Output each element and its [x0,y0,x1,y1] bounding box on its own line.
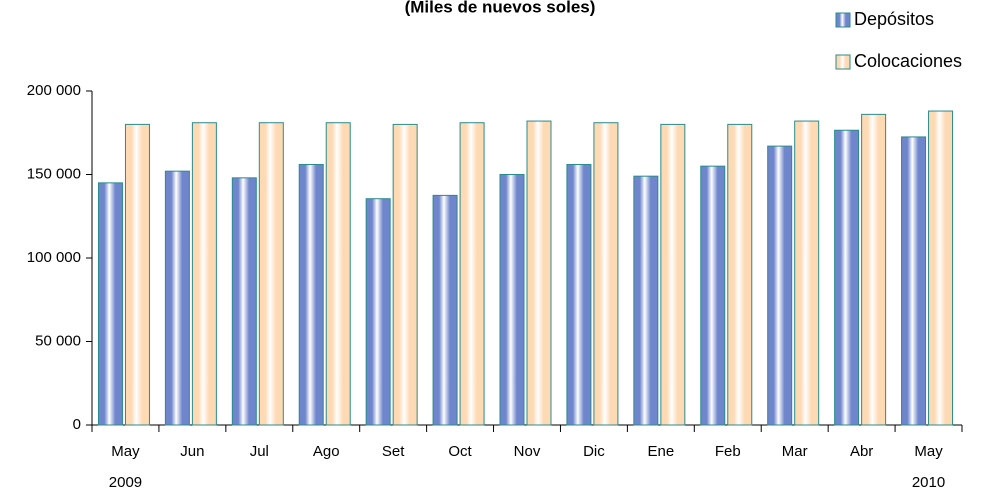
legend-swatch [835,54,851,70]
bar [258,122,284,426]
bar [633,175,659,426]
x-year-label: 2010 [912,474,945,490]
bar [928,110,954,426]
legend-label: Colocaciones [854,51,962,71]
y-tick-label: 0 [73,416,81,433]
bar [432,194,458,426]
legend-label: Depósitos [854,9,934,29]
bar [164,170,190,426]
x-tick-label: Jun [180,443,204,460]
x-tick-label: Jul [250,443,269,460]
bar [794,120,820,426]
bar [566,163,592,426]
x-tick-label: Mar [782,443,808,460]
bar [700,165,726,426]
x-tick-label: Set [382,443,405,460]
x-tick-label: Nov [514,443,541,460]
bar [97,182,123,426]
bar [325,122,351,426]
bar [727,123,753,426]
bar [593,122,619,426]
x-tick-label: Abr [850,443,873,460]
x-tick-label: May [111,443,140,460]
bar [834,129,860,426]
x-tick-label: Feb [715,443,741,460]
x-year-label: 2009 [109,474,142,490]
bar [901,136,927,426]
bar [124,123,150,426]
legend: Depósitos Colocaciones [835,9,962,71]
y-tick-label: 100 000 [27,249,81,266]
y-tick-label: 150 000 [27,165,81,182]
y-tick-label: 50 000 [35,332,81,349]
bar [298,163,324,426]
x-tick-label: May [914,443,943,460]
bar [767,145,793,426]
bar [365,198,391,426]
x-tick-label: Dic [583,443,605,460]
legend-swatch [835,12,851,28]
bar [499,174,525,426]
y-tick-label: 200 000 [27,82,81,99]
x-tick-label: Ene [647,443,674,460]
chart-subtitle: (Miles de nuevos soles) [405,0,596,16]
bar [526,120,552,426]
bar [191,122,217,426]
bar [861,113,887,426]
bar [459,122,485,426]
x-tick-label: Oct [448,443,472,460]
bar [392,123,418,426]
bar [231,177,257,426]
bar [660,123,686,426]
x-tick-label: Ago [313,443,340,460]
